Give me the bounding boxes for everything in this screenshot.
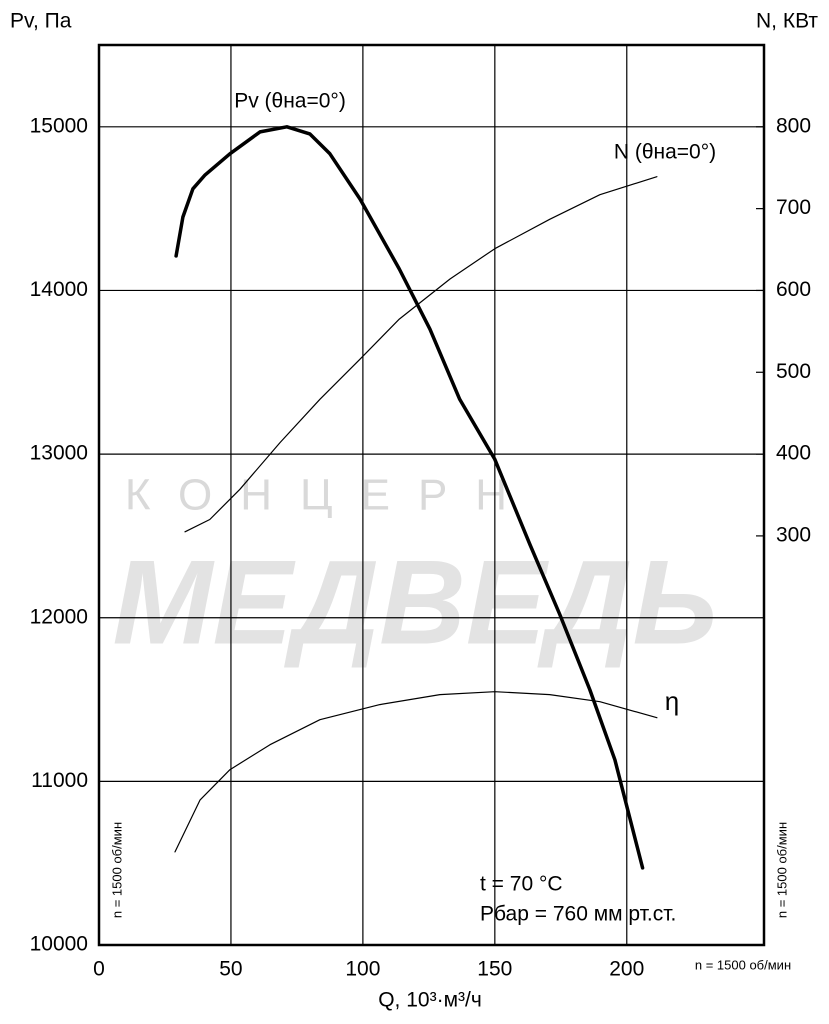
x-tick-label: 100	[345, 958, 380, 981]
y2-tick-label: 800	[776, 114, 811, 137]
series-line	[174, 125, 645, 870]
y-tick-label: 15000	[30, 114, 88, 137]
annotation: t = 70 °C	[480, 873, 563, 896]
annotation: Рбар = 760 мм рт.ст.	[480, 903, 676, 926]
series-line	[174, 691, 658, 853]
annotation: n = 1500 об/мин	[774, 822, 789, 918]
y2-tick-label: 600	[776, 278, 811, 301]
y-tick-label: 11000	[31, 769, 88, 792]
series-label: Pv (θна=0°)	[234, 90, 346, 113]
x-tick-label: 200	[609, 958, 644, 981]
x-tick-label: 150	[477, 958, 512, 981]
annotation: n = 1500 об/мин	[109, 822, 124, 918]
y-axis-title: Pv, Па	[10, 10, 72, 33]
y-tick-label: 10000	[30, 933, 88, 956]
y-tick-label: 14000	[30, 278, 88, 301]
annotation: n = 1500 об/мин	[695, 957, 791, 972]
watermark: МЕДВЕДЬ	[113, 536, 718, 670]
y2-tick-label: 500	[776, 360, 811, 383]
x-axis-title: Q, 10³·м³/ч	[378, 989, 482, 1012]
x-tick-label: 0	[93, 958, 105, 981]
x-tick-label: 50	[219, 958, 242, 981]
y2-tick-label: 300	[776, 523, 811, 546]
y2-tick-label: 700	[776, 196, 811, 219]
series-line	[184, 176, 658, 533]
y-tick-label: 12000	[30, 605, 88, 628]
watermark: КОНЦЕРН	[125, 471, 535, 520]
series-label: N (θна=0°)	[614, 141, 716, 164]
y-tick-label: 13000	[30, 442, 88, 465]
series-label: η	[665, 686, 679, 716]
plot-frame	[97, 43, 766, 947]
y2-tick-label: 400	[776, 442, 811, 465]
y2-axis-title: N, КВт	[756, 10, 818, 33]
